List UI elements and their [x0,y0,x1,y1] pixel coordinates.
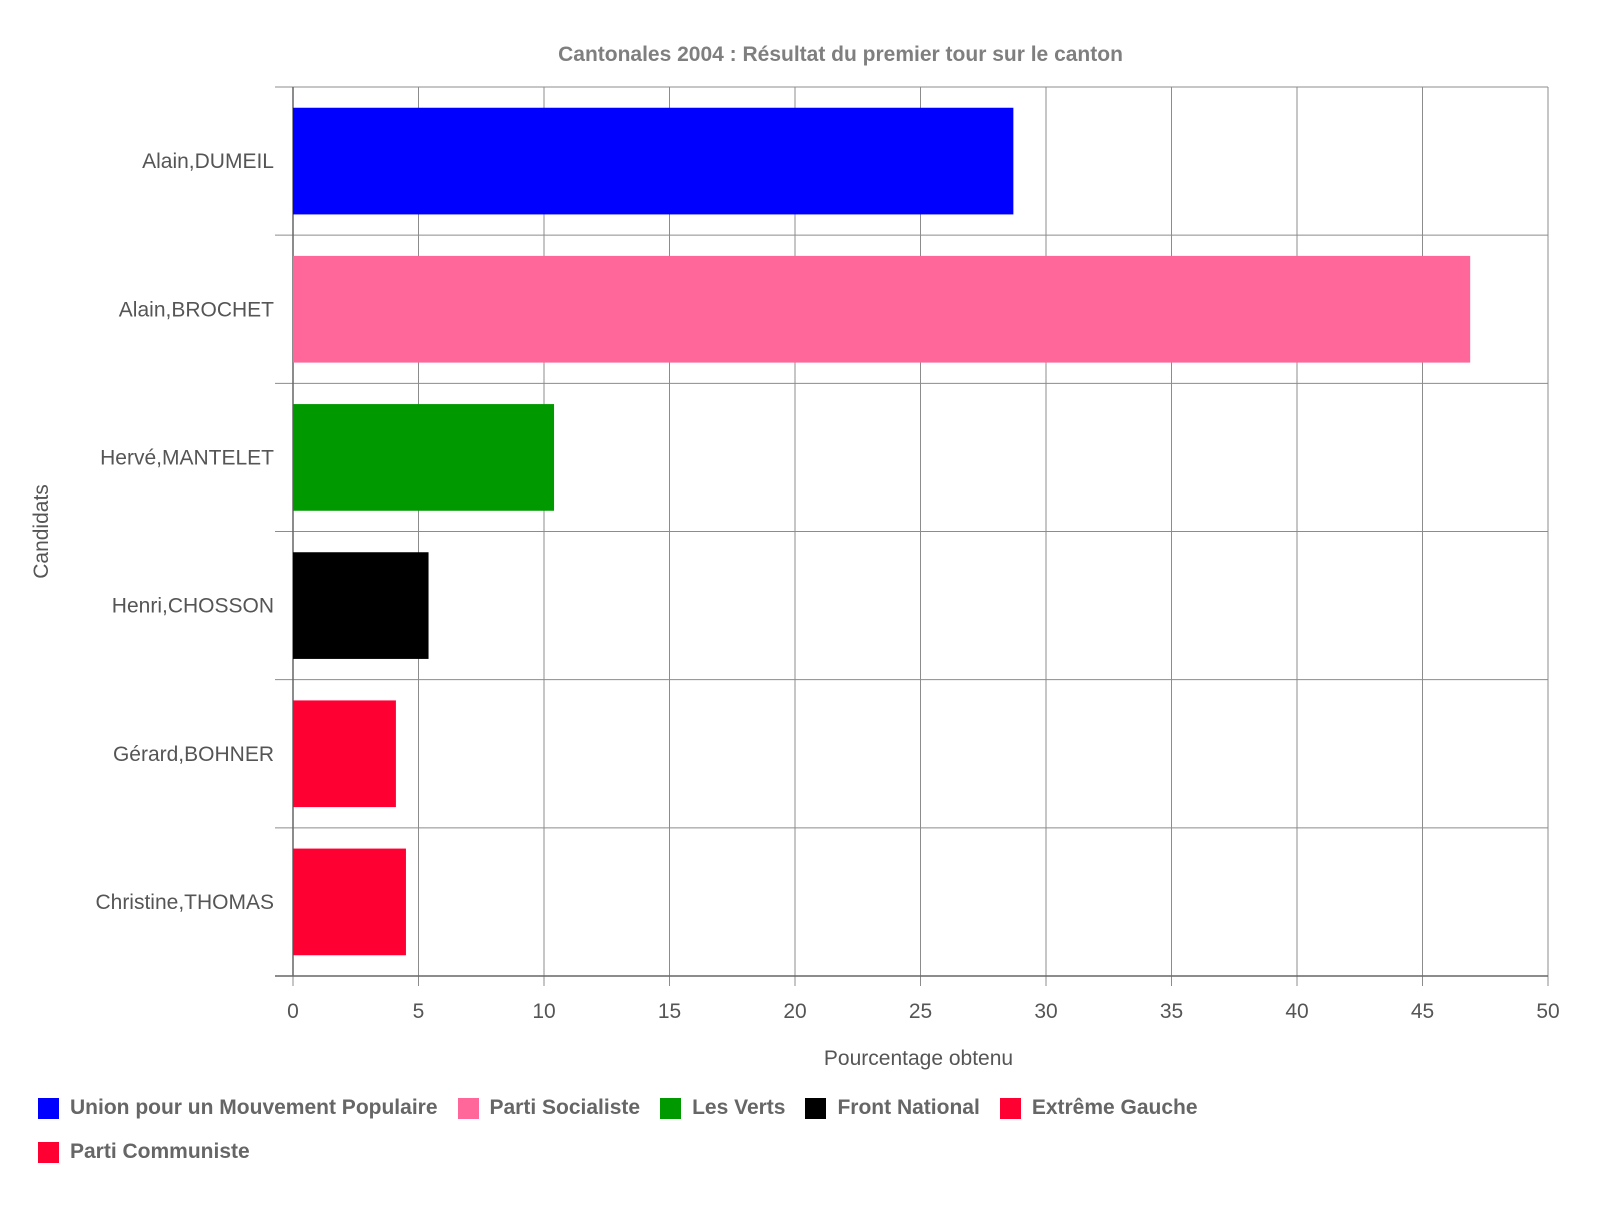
bar[interactable] [293,700,396,808]
bar[interactable] [293,848,406,956]
category-labels: Alain,DUMEIL Alain,BROCHET Hervé,MANTELET H… [95,150,274,914]
legend-item[interactable]: Parti Communiste [38,1136,250,1168]
chart-title: Cantonales 2004 : Résultat du premier to… [558,43,1123,66]
x-tick-label: 25 [909,1000,932,1023]
legend-label: Parti Communiste [70,1140,250,1163]
x-tick-label: 0 [287,1000,299,1023]
bar[interactable] [293,552,429,659]
x-axis-title: Pourcentage obtenu [824,1047,1013,1070]
legend-swatch [999,1097,1021,1119]
x-tick-label: 40 [1285,1000,1308,1023]
x-tick-label: 10 [532,1000,555,1023]
legend-label: Les Verts [692,1096,786,1119]
legend-item[interactable]: Front National [805,1092,980,1124]
bar-chart: Cantonales 2004 : Résultat du premier to… [30,43,1560,1070]
bar[interactable] [293,107,1014,215]
category-label: Alain,DUMEIL [142,150,274,173]
y-axis-title: Candidats [30,484,53,579]
legend-swatch [38,1141,59,1163]
category-label: Hervé,MANTELET [100,446,274,469]
x-tick-labels: 0 5 10 15 20 25 30 35 40 45 50 [287,1000,1560,1023]
legend-item[interactable]: Parti Socialiste [457,1092,641,1124]
legend-item[interactable]: Union pour un Mouvement Populaire [38,1092,438,1124]
x-tick-label: 20 [783,1000,806,1023]
grid-lines [275,86,1549,986]
x-tick-label: 35 [1160,1000,1183,1023]
category-label: Gérard,BOHNER [113,743,274,766]
legend-swatch [457,1097,479,1119]
x-tick-label: 5 [413,1000,425,1023]
legend-label: Union pour un Mouvement Populaire [70,1096,438,1119]
legend-label: Extrême Gauche [1031,1096,1198,1119]
category-label: Christine,THOMAS [95,891,274,914]
x-tick-label: 45 [1411,1000,1434,1023]
legend-swatch [38,1097,59,1119]
legend-item[interactable]: Extrême Gauche [999,1092,1198,1124]
x-tick-label: 50 [1536,1000,1559,1023]
legend-swatch [805,1097,827,1119]
legend: Union pour un Mouvement Populaire Parti S… [38,1092,1338,1168]
x-tick-label: 15 [658,1000,681,1023]
legend-item[interactable]: Les Verts [660,1092,785,1124]
category-label: Alain,BROCHET [119,298,274,321]
legend-label: Front National [837,1096,980,1119]
category-label: Henri,CHOSSON [112,595,274,618]
bar[interactable] [293,404,555,511]
legend-label: Parti Socialiste [489,1096,641,1119]
bars [293,107,1471,956]
x-tick-label: 30 [1034,1000,1057,1023]
legend-swatch [660,1097,682,1119]
bar[interactable] [293,255,1471,363]
